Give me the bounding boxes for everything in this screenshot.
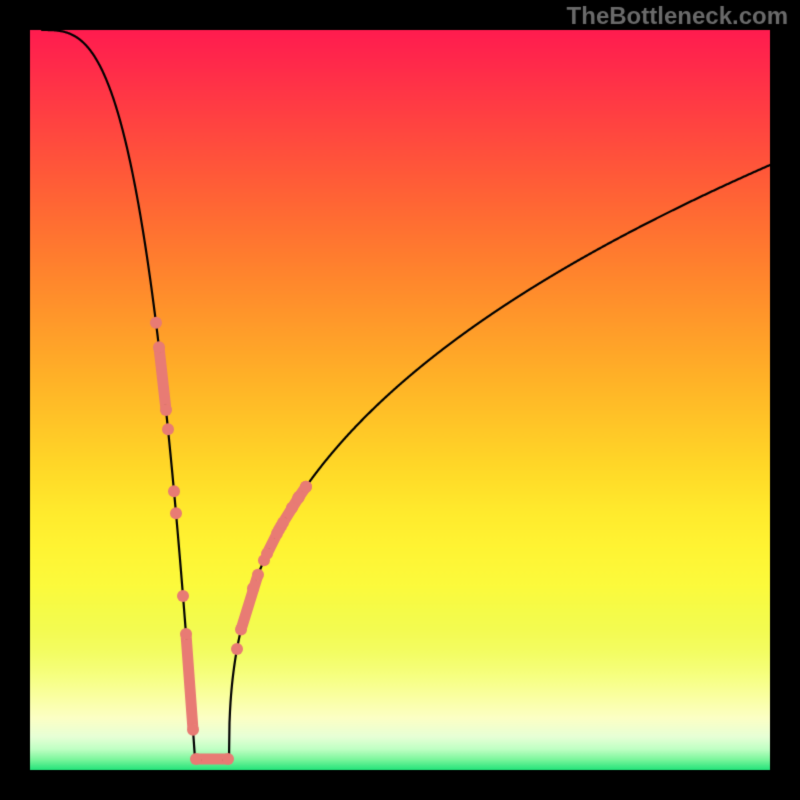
bottleneck-chart [0, 0, 800, 800]
